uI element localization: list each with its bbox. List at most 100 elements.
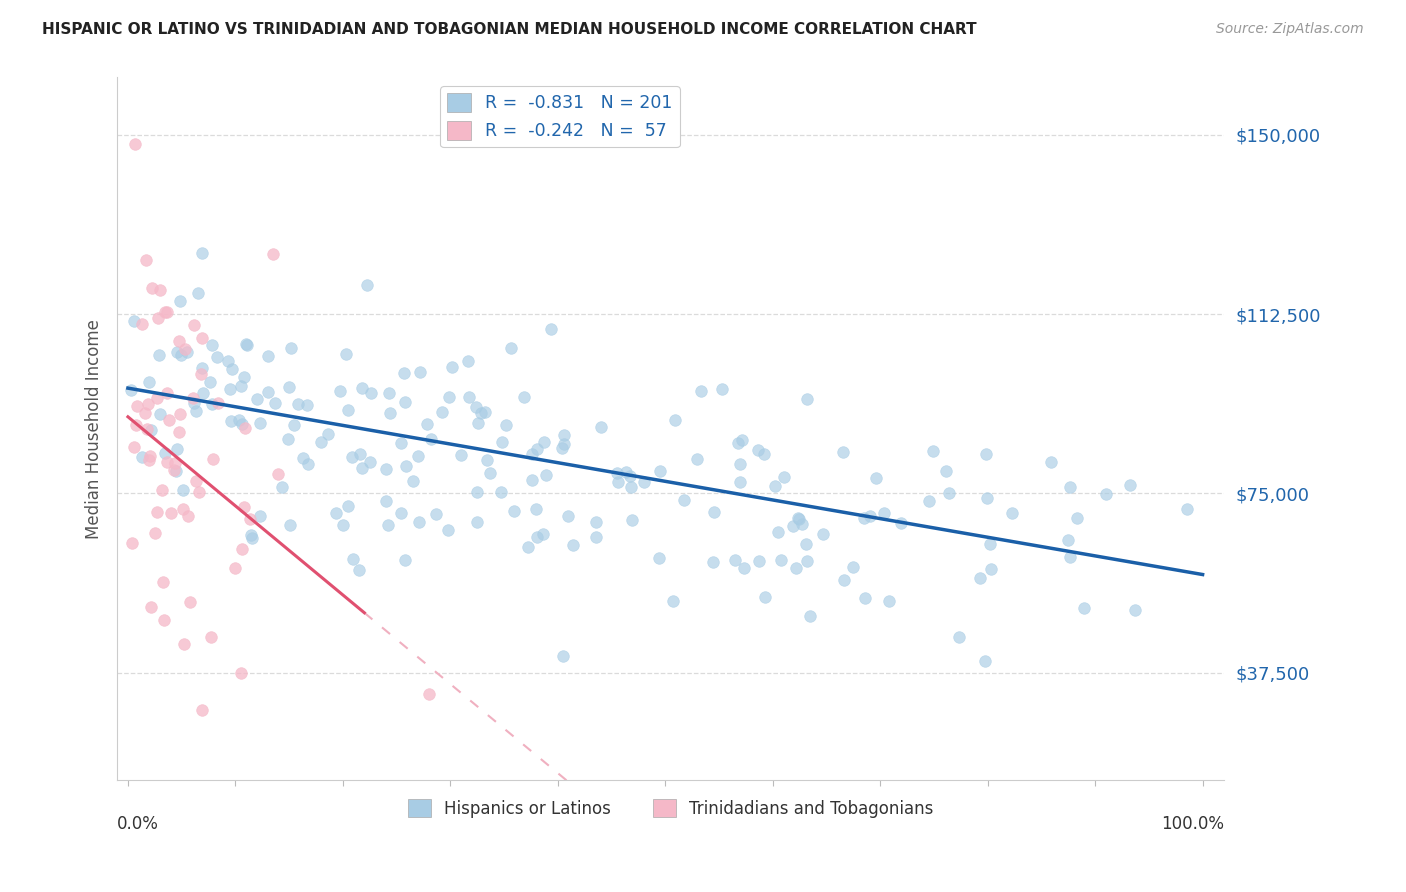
Point <box>125 417 148 432</box>
Point <box>121 536 143 550</box>
Point <box>143 525 166 540</box>
Point <box>394 553 416 567</box>
Point <box>842 560 865 574</box>
Point <box>177 508 200 523</box>
Point <box>169 293 191 308</box>
Point <box>172 502 194 516</box>
Point <box>432 405 454 419</box>
Point <box>402 475 425 489</box>
Point <box>754 591 776 605</box>
Point <box>832 573 855 587</box>
Point <box>240 531 263 545</box>
Point <box>591 420 613 434</box>
Point <box>356 278 378 293</box>
Legend: Hispanics or Latinos, Trinidadians and Tobagonians: Hispanics or Latinos, Trinidadians and T… <box>401 792 941 824</box>
Point <box>437 524 460 538</box>
Point <box>156 305 179 319</box>
Point <box>799 608 821 623</box>
Text: Source: ZipAtlas.com: Source: ZipAtlas.com <box>1216 22 1364 37</box>
Point <box>231 665 253 680</box>
Point <box>347 564 370 578</box>
Point <box>1123 603 1146 617</box>
Point <box>769 552 792 566</box>
Point <box>437 390 460 404</box>
Point <box>219 382 242 396</box>
Point <box>553 648 575 663</box>
Point <box>145 391 167 405</box>
Point <box>152 575 174 590</box>
Point <box>167 334 190 348</box>
Point <box>859 508 882 523</box>
Point <box>673 493 696 508</box>
Point <box>163 463 186 477</box>
Point <box>1040 455 1063 469</box>
Point <box>377 517 399 532</box>
Point <box>865 471 887 485</box>
Point <box>553 437 575 451</box>
Point <box>921 443 943 458</box>
Point <box>176 345 198 359</box>
Point <box>342 450 364 465</box>
Point <box>877 593 900 607</box>
Point <box>501 341 523 355</box>
Point <box>173 637 195 651</box>
Point <box>890 516 912 531</box>
Point <box>352 461 374 475</box>
Point <box>224 561 246 575</box>
Point <box>325 506 347 520</box>
Point <box>418 687 440 701</box>
Point <box>702 556 724 570</box>
Point <box>335 347 357 361</box>
Point <box>969 571 991 585</box>
Point <box>205 351 228 365</box>
Point <box>796 554 818 568</box>
Point <box>730 457 752 471</box>
Point <box>378 386 401 401</box>
Point <box>153 305 176 319</box>
Point <box>135 252 157 267</box>
Point <box>873 506 896 520</box>
Point <box>458 390 481 404</box>
Point <box>467 416 489 430</box>
Point <box>457 354 479 368</box>
Point <box>148 348 170 362</box>
Point <box>553 428 575 442</box>
Point <box>318 427 340 442</box>
Point <box>540 322 562 336</box>
Point <box>425 507 447 521</box>
Point <box>852 511 875 525</box>
Point <box>280 341 302 355</box>
Point <box>156 455 179 469</box>
Point <box>139 450 162 464</box>
Point <box>287 397 309 411</box>
Point <box>249 508 271 523</box>
Point <box>475 453 498 467</box>
Point <box>450 448 472 462</box>
Point <box>131 317 153 331</box>
Point <box>337 499 360 513</box>
Point <box>191 386 214 401</box>
Point <box>360 385 382 400</box>
Point <box>389 436 412 450</box>
Y-axis label: Median Household Income: Median Household Income <box>86 318 103 539</box>
Point <box>935 464 957 478</box>
Point <box>149 284 172 298</box>
Point <box>416 417 439 431</box>
Point <box>703 506 725 520</box>
Point <box>124 314 146 328</box>
Point <box>219 413 242 427</box>
Point <box>232 370 254 384</box>
Point <box>1001 506 1024 520</box>
Text: 0.0%: 0.0% <box>117 815 159 833</box>
Point <box>173 342 195 356</box>
Point <box>166 345 188 359</box>
Point <box>184 403 207 417</box>
Point <box>748 554 770 568</box>
Point <box>190 245 212 260</box>
Point <box>533 435 555 450</box>
Point <box>190 368 212 382</box>
Point <box>153 614 176 628</box>
Point <box>380 406 402 420</box>
Point <box>479 466 502 480</box>
Point <box>747 442 769 457</box>
